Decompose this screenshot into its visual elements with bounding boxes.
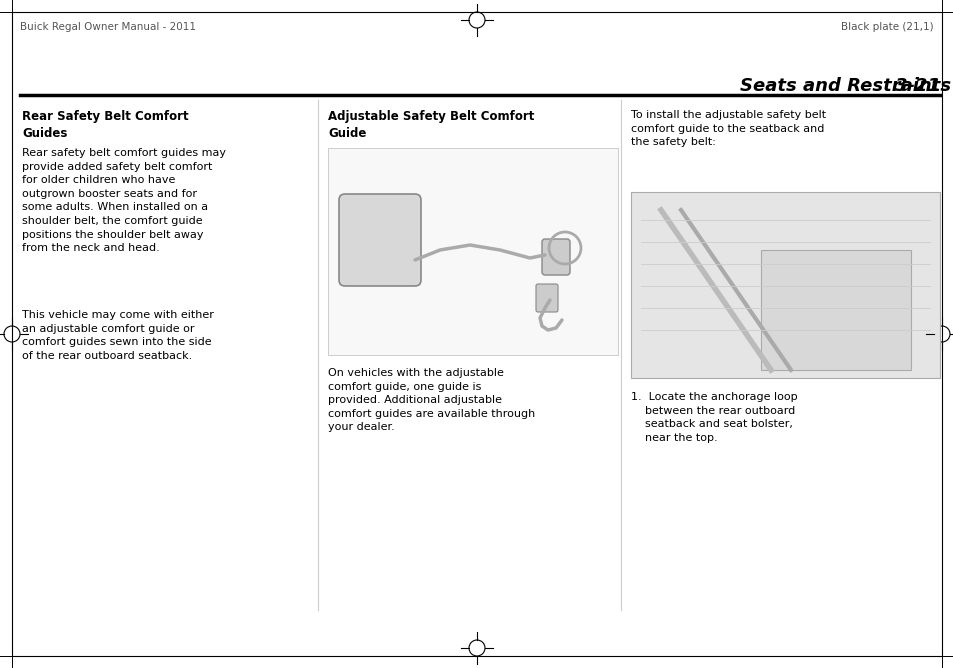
Text: Buick Regal Owner Manual - 2011: Buick Regal Owner Manual - 2011 bbox=[20, 22, 195, 32]
Bar bbox=[760, 250, 910, 370]
Text: 1.  Locate the anchorage loop
    between the rear outboard
    seatback and sea: 1. Locate the anchorage loop between the… bbox=[630, 392, 797, 443]
Text: 3-21: 3-21 bbox=[894, 77, 939, 95]
Text: To install the adjustable safety belt
comfort guide to the seatback and
the safe: To install the adjustable safety belt co… bbox=[630, 110, 825, 147]
Text: Seats and Restraints: Seats and Restraints bbox=[740, 77, 950, 95]
FancyBboxPatch shape bbox=[338, 194, 420, 286]
Bar bbox=[630, 192, 939, 378]
Text: This vehicle may come with either
an adjustable comfort guide or
comfort guides : This vehicle may come with either an adj… bbox=[22, 310, 213, 361]
Text: Black plate (21,1): Black plate (21,1) bbox=[841, 22, 933, 32]
FancyBboxPatch shape bbox=[536, 284, 558, 312]
Bar bbox=[328, 148, 618, 355]
Text: On vehicles with the adjustable
comfort guide, one guide is
provided. Additional: On vehicles with the adjustable comfort … bbox=[328, 368, 535, 432]
FancyBboxPatch shape bbox=[541, 239, 569, 275]
Text: Rear safety belt comfort guides may
provide added safety belt comfort
for older : Rear safety belt comfort guides may prov… bbox=[22, 148, 226, 253]
Text: Adjustable Safety Belt Comfort
Guide: Adjustable Safety Belt Comfort Guide bbox=[328, 110, 534, 140]
Text: Rear Safety Belt Comfort
Guides: Rear Safety Belt Comfort Guides bbox=[22, 110, 189, 140]
